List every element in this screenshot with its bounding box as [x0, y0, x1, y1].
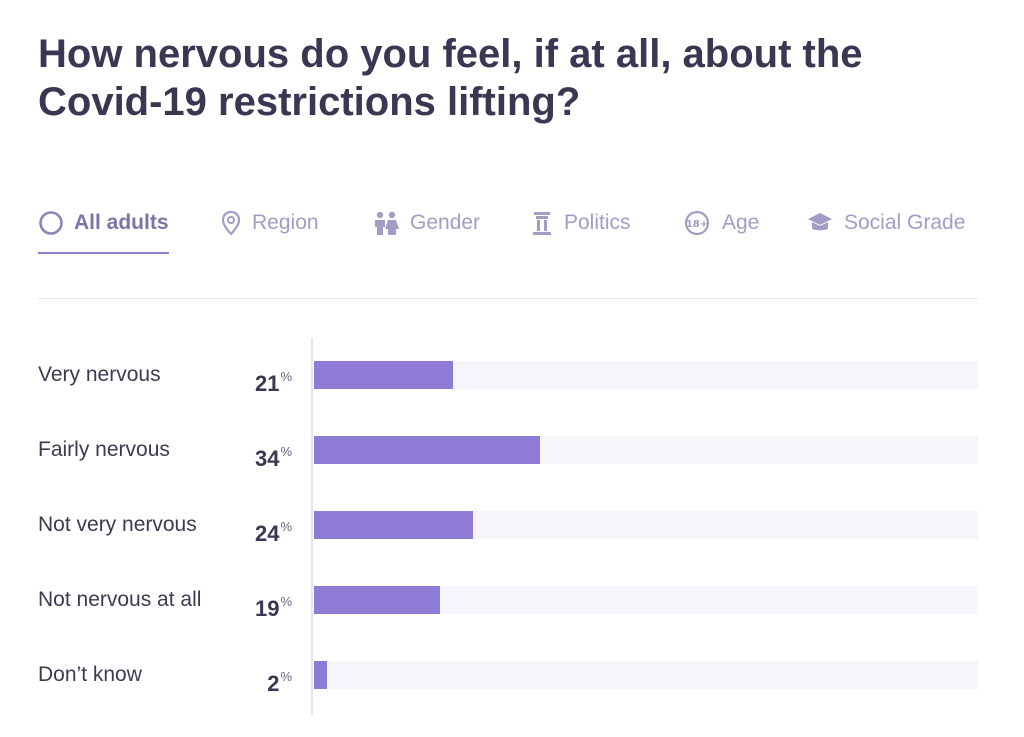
value-number: 34: [254, 446, 280, 471]
tab-age[interactable]: 18+ Age: [684, 204, 759, 242]
tab-label: All adults: [74, 211, 169, 234]
tab-label: Social Grade: [844, 211, 966, 234]
circle-icon: [39, 211, 63, 235]
bar-track: [314, 511, 978, 539]
age-18-icon: 18+: [684, 210, 710, 236]
category-label: Very nervous: [38, 363, 161, 386]
bar: [314, 661, 327, 689]
bar-row: Fairly nervous 34%: [0, 436, 1024, 471]
value-number: 21: [254, 371, 280, 396]
breakdown-tabs: All adults Region Gender Politics 18+: [38, 204, 978, 254]
bar-row: Not very nervous 24%: [0, 511, 1024, 546]
value-label: 19%: [255, 586, 292, 621]
bar: [314, 361, 453, 389]
tab-label: Gender: [410, 211, 481, 234]
tab-region[interactable]: Region: [220, 204, 319, 242]
svg-text:18+: 18+: [686, 219, 708, 230]
value-number: 2: [267, 671, 280, 696]
tab-gender[interactable]: Gender: [372, 204, 480, 242]
tab-label: Politics: [564, 211, 631, 234]
page-title: How nervous do you feel, if at all, abou…: [38, 32, 863, 124]
bar-axis-line: [311, 338, 313, 715]
bar-track: [314, 661, 978, 689]
value-number: 19: [254, 596, 280, 621]
value-label: 2%: [267, 661, 292, 696]
value-label: 34%: [255, 436, 292, 471]
location-pin-icon: [221, 210, 241, 236]
value-label: 24%: [255, 511, 292, 546]
category-label: Not nervous at all: [38, 588, 202, 611]
bar: [314, 511, 473, 539]
tab-politics[interactable]: Politics: [530, 204, 631, 242]
bar-row: Very nervous 21%: [0, 361, 1024, 396]
bar: [314, 586, 440, 614]
bar-row: Don’t know 2%: [0, 661, 1024, 696]
politics-icon: [533, 212, 551, 235]
bar-track: [314, 436, 978, 464]
bar-track: [314, 586, 978, 614]
percent-sign: %: [280, 444, 292, 459]
bar-track: [314, 361, 978, 389]
value-label: 21%: [255, 361, 292, 396]
category-label: Don’t know: [38, 663, 142, 686]
tab-label: Region: [252, 211, 319, 234]
value-number: 24: [254, 521, 280, 546]
category-label: Fairly nervous: [38, 438, 170, 461]
tab-social-grade[interactable]: Social Grade: [806, 204, 965, 242]
divider: [38, 298, 978, 299]
graduation-cap-icon: [808, 213, 832, 231]
percent-sign: %: [280, 669, 292, 684]
tab-label: Age: [722, 211, 760, 234]
percent-sign: %: [280, 369, 292, 384]
bar: [314, 436, 540, 464]
bar-row: Not nervous at all 19%: [0, 586, 1024, 621]
category-label: Not very nervous: [38, 513, 197, 536]
gender-icon: [375, 211, 399, 235]
tab-all-adults[interactable]: All adults: [38, 204, 169, 254]
percent-sign: %: [280, 594, 292, 609]
percent-sign: %: [280, 519, 292, 534]
